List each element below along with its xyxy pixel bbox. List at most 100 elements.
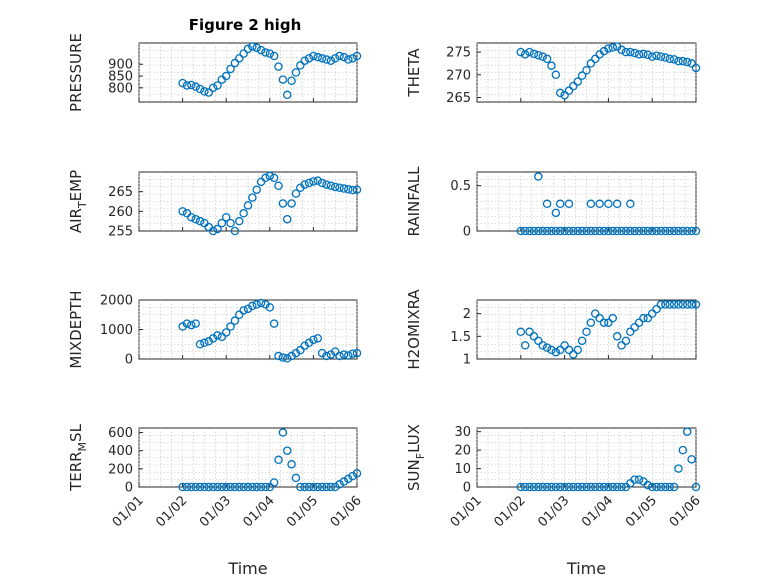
data-point [309, 482, 318, 492]
data-point [243, 482, 253, 492]
data-point [608, 313, 618, 323]
data-point [591, 482, 600, 492]
data-point [569, 482, 578, 492]
data-point [282, 354, 292, 363]
y-tick-label: 1 [463, 353, 471, 368]
data-point [195, 482, 205, 492]
y-ticks: 255 260 265 [108, 185, 143, 240]
data-point [656, 482, 666, 492]
data-point [665, 54, 674, 64]
data-point [551, 70, 561, 80]
data-point [235, 310, 244, 319]
y-tick-label: 400 [108, 444, 133, 459]
data-point [538, 341, 547, 350]
data-point [287, 76, 296, 86]
data-point [595, 226, 604, 236]
series-markers [516, 300, 701, 359]
y-tick-label: 200 [108, 462, 133, 477]
data-point [265, 303, 275, 312]
data-point [313, 52, 323, 62]
data-point [591, 226, 600, 236]
data-point [252, 185, 261, 194]
y-tick-label: 900 [108, 58, 133, 73]
y-axis-label-main: MIXDEPTH [67, 290, 85, 368]
data-point [269, 478, 279, 487]
data-point [656, 226, 666, 236]
data-point [352, 469, 362, 478]
data-point [335, 480, 344, 489]
data-point [235, 216, 244, 226]
data-point [187, 482, 196, 492]
data-point [282, 214, 292, 224]
data-point [634, 226, 644, 236]
data-point [178, 482, 187, 492]
data-point [269, 51, 279, 61]
data-point [195, 339, 205, 349]
data-point [608, 482, 618, 492]
data-point [687, 455, 696, 464]
y-tick-label: 0 [463, 481, 471, 496]
data-point [256, 482, 266, 492]
data-point [634, 475, 644, 484]
series-markers [516, 42, 701, 100]
data-point [529, 226, 539, 236]
data-point [226, 64, 235, 74]
data-point [322, 482, 331, 492]
x-tick-label: 01/02 [153, 493, 190, 530]
data-point [322, 351, 331, 361]
y-tick-label: 260 [108, 205, 133, 220]
data-point [682, 300, 692, 309]
data-point [612, 199, 622, 209]
data-point [243, 44, 253, 54]
y-axis-label-main: AIR [67, 208, 85, 233]
x-ticks [476, 355, 697, 359]
data-point [300, 482, 309, 492]
data-point [265, 49, 275, 58]
data-point [248, 193, 257, 202]
data-point [191, 319, 200, 328]
data-point [339, 350, 349, 359]
data-point [551, 226, 561, 236]
series-markers [178, 42, 362, 100]
data-point [647, 226, 657, 236]
data-point [647, 52, 657, 61]
data-point [178, 78, 187, 88]
y-axis-label: MIXDEPTH [67, 290, 85, 368]
data-point [274, 62, 283, 71]
data-point [542, 54, 552, 64]
y-axis-label: PRESSURE [67, 33, 85, 112]
data-point [269, 173, 279, 183]
data-point [317, 482, 327, 492]
data-point [326, 56, 336, 65]
x-tick-label: 01/06 [667, 493, 704, 530]
data-point [626, 199, 635, 209]
data-point [534, 336, 543, 346]
data-point [313, 176, 323, 185]
x-tick-labels: 01/01 01/02 01/03 01/04 01/05 01/06 [448, 493, 704, 530]
data-point [687, 300, 696, 309]
data-point [643, 313, 653, 323]
data-point [661, 226, 670, 236]
y-axis-label-main: SUN [405, 459, 423, 491]
data-point [525, 482, 534, 492]
data-point [516, 226, 526, 236]
data-point [330, 482, 340, 492]
data-point [564, 345, 574, 355]
data-point [674, 226, 683, 236]
y-axis-label-tail: EMP [67, 170, 85, 201]
data-point [348, 349, 357, 358]
data-point [538, 52, 547, 61]
data-point [313, 334, 323, 343]
data-point [652, 226, 661, 236]
data-point [538, 226, 547, 236]
data-point [599, 482, 609, 492]
data-point [586, 318, 596, 327]
data-point [344, 351, 353, 360]
data-point [621, 226, 631, 236]
data-point [344, 55, 353, 64]
data-point [634, 318, 644, 327]
data-point [639, 313, 648, 323]
y-tick-label: 0 [125, 353, 133, 368]
data-point [617, 482, 626, 492]
